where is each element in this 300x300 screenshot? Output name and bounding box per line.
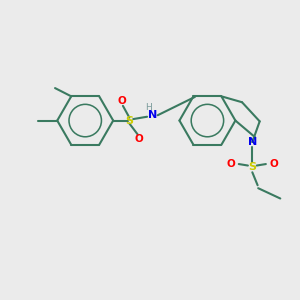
Text: O: O [117, 96, 126, 106]
Text: S: S [248, 162, 256, 172]
Text: N: N [248, 137, 257, 147]
Text: O: O [269, 159, 278, 169]
Text: N: N [148, 110, 157, 120]
Text: H: H [146, 103, 152, 112]
Text: S: S [125, 116, 134, 126]
Text: O: O [135, 134, 143, 144]
Text: O: O [226, 159, 235, 169]
